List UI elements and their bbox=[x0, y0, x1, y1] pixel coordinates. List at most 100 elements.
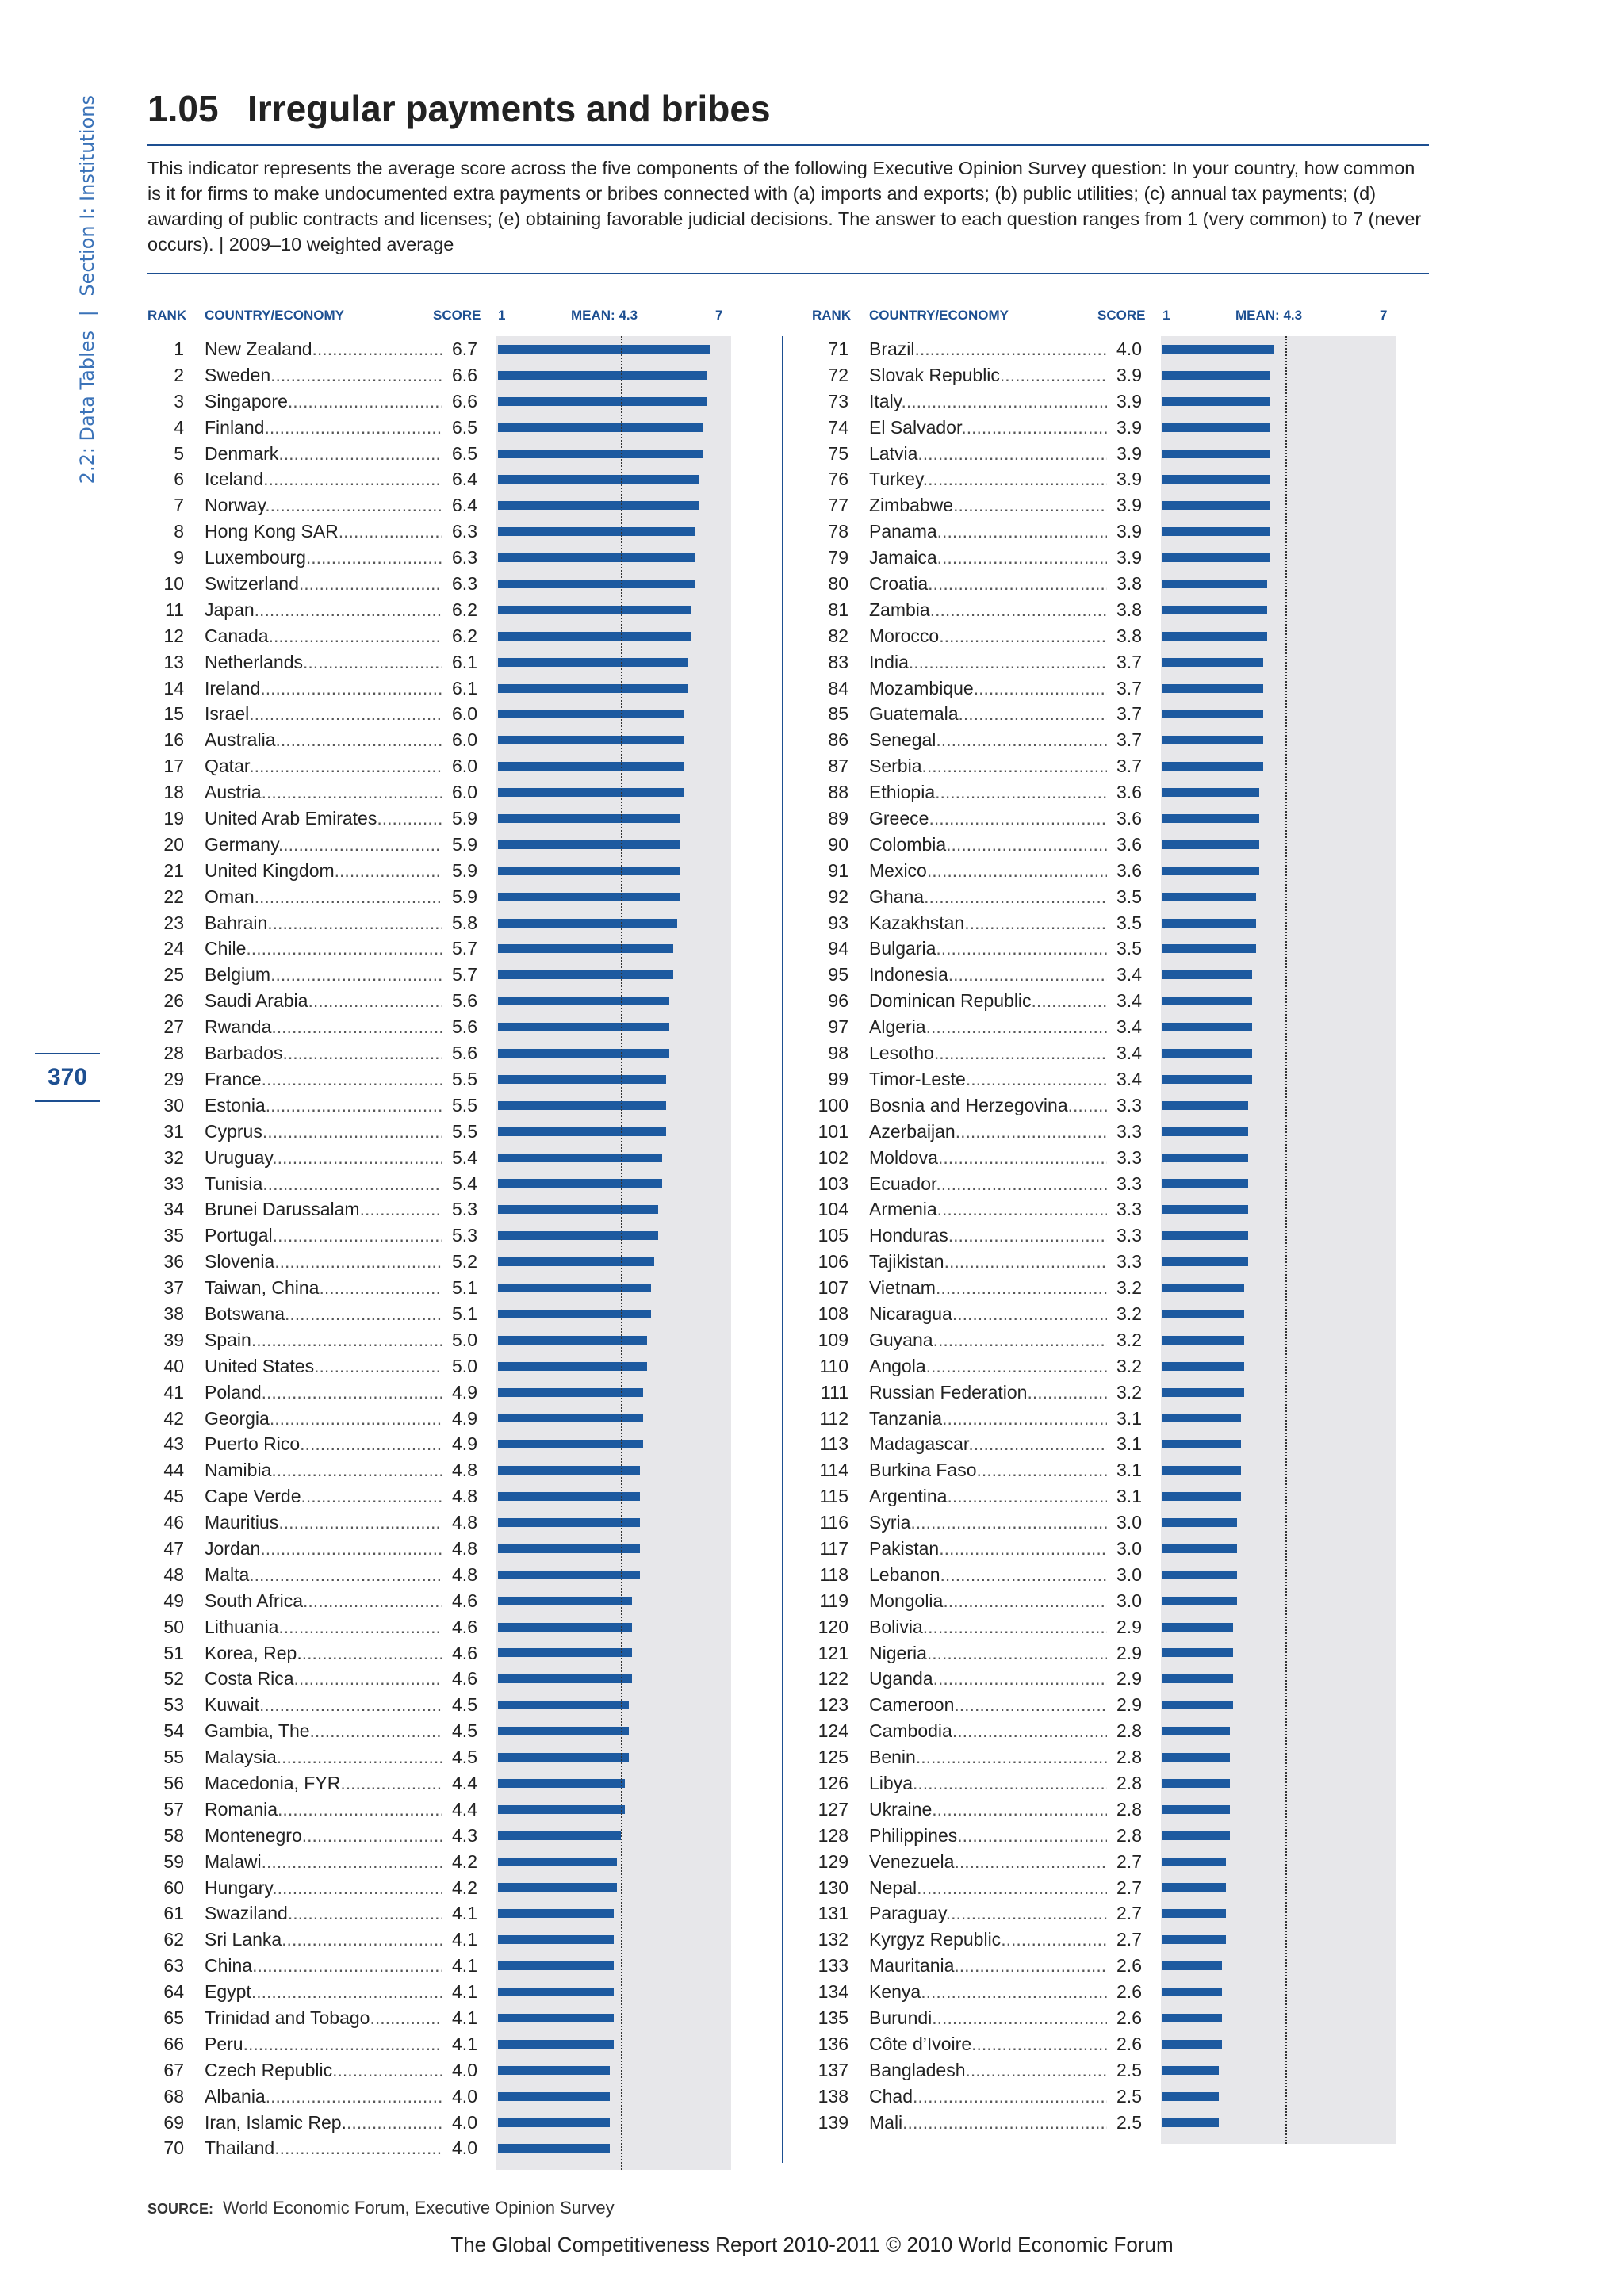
score-bar bbox=[498, 970, 673, 980]
country-label: Madagascar bbox=[869, 1433, 969, 1455]
score-bar bbox=[1162, 2013, 1223, 2022]
leader-dots: ........................................… bbox=[359, 1199, 442, 1220]
rank-header-right: RANK bbox=[812, 308, 852, 323]
score-bar bbox=[1162, 449, 1271, 458]
side-nav-data-tables[interactable]: 2.2: Data Tables bbox=[76, 330, 98, 484]
country-name: Chad....................................… bbox=[869, 2084, 1107, 2110]
score-bar bbox=[498, 1127, 666, 1136]
country-name: Egypt...................................… bbox=[205, 1979, 442, 2005]
score-value: 3.1 bbox=[1116, 1486, 1142, 1507]
score-value: 4.0 bbox=[452, 2111, 477, 2133]
score-bar bbox=[1162, 866, 1260, 875]
score-value: 5.3 bbox=[452, 1225, 477, 1246]
mean-label-right: MEAN: 4.3 bbox=[1235, 308, 1303, 323]
leader-dots: ........................................… bbox=[999, 364, 1107, 385]
country-name: Ecuador.................................… bbox=[869, 1171, 1107, 1197]
table-row: 54 Gambia, The...........................… bbox=[147, 1718, 782, 1744]
score-bar bbox=[1162, 1961, 1223, 1971]
leader-dots: ........................................… bbox=[259, 1694, 442, 1716]
score-value: 3.5 bbox=[1116, 886, 1142, 907]
score-value: 6.3 bbox=[452, 521, 477, 542]
table-row: 39 Spain.................................… bbox=[147, 1327, 782, 1353]
rank-value: 17 bbox=[163, 756, 184, 777]
country-label: Puerto Rico bbox=[205, 1433, 301, 1455]
country-label: Kenya bbox=[869, 1981, 921, 2003]
side-nav-section[interactable]: Section I: Institutions bbox=[76, 95, 98, 297]
leader-dots: ........................................… bbox=[264, 416, 442, 438]
country-name: Colombia................................… bbox=[869, 832, 1107, 858]
country-label: Malta bbox=[205, 1563, 250, 1585]
country-label: Mongolia bbox=[869, 1590, 944, 1611]
leader-dots: ........................................… bbox=[926, 859, 1107, 881]
country-name: Mali....................................… bbox=[869, 2110, 1107, 2136]
rank-value: 4 bbox=[174, 416, 184, 438]
score-value: 5.3 bbox=[452, 1199, 477, 1220]
leader-dots: ........................................… bbox=[271, 1460, 442, 1481]
leader-dots: ........................................… bbox=[957, 1824, 1107, 1846]
country-name: Mauritius...............................… bbox=[205, 1510, 442, 1536]
country-label: Peru bbox=[205, 2033, 243, 2054]
leader-dots: ........................................… bbox=[262, 1173, 442, 1194]
country-label: Egypt bbox=[205, 1981, 251, 2003]
leader-dots: ........................................… bbox=[332, 2059, 442, 2080]
leader-dots: ........................................… bbox=[921, 756, 1107, 777]
country-label: Taiwan, China bbox=[205, 1277, 320, 1299]
score-value: 3.0 bbox=[1116, 1563, 1142, 1585]
page-footer: The Global Competitiveness Report 2010-2… bbox=[450, 2233, 1174, 2256]
country-label: Greece bbox=[869, 808, 929, 829]
leader-dots: ........................................… bbox=[303, 1590, 442, 1611]
table-row: 30 Estonia...............................… bbox=[147, 1093, 782, 1119]
country-name: Bosnia and Herzegovina..................… bbox=[869, 1093, 1107, 1119]
score-value: 3.7 bbox=[1116, 677, 1142, 698]
score-value: 5.9 bbox=[452, 886, 477, 907]
country-label: Italy bbox=[869, 390, 902, 411]
rank-value: 135 bbox=[818, 2007, 848, 2028]
rank-value: 110 bbox=[819, 1355, 848, 1376]
rank-value: 35 bbox=[163, 1225, 184, 1246]
rank-value: 108 bbox=[818, 1303, 848, 1324]
score-value: 2.6 bbox=[1116, 2033, 1142, 2054]
score-bar bbox=[498, 1570, 640, 1579]
country-label: Portugal bbox=[205, 1225, 273, 1246]
country-label: Burkina Faso bbox=[869, 1460, 977, 1481]
country-name: Malta...................................… bbox=[205, 1562, 442, 1588]
table-row: 119 Mongolia.............................… bbox=[812, 1588, 1446, 1614]
table-row: 2 Sweden.................................… bbox=[147, 362, 782, 388]
rank-value: 45 bbox=[163, 1486, 184, 1507]
country-label: Rwanda bbox=[205, 1016, 272, 1038]
country-label: Canada bbox=[205, 625, 269, 646]
country-label: Mexico bbox=[869, 859, 927, 881]
score-value: 4.2 bbox=[452, 1850, 477, 1872]
score-bar bbox=[1162, 1727, 1230, 1736]
leader-dots: ........................................… bbox=[265, 495, 442, 516]
leader-dots: ........................................… bbox=[272, 1877, 442, 1898]
country-name: Jordan..................................… bbox=[205, 1536, 442, 1562]
table-row: 128 Philippines..........................… bbox=[812, 1823, 1446, 1849]
country-name: Pakistan................................… bbox=[869, 1536, 1107, 1562]
country-name: Serbia..................................… bbox=[869, 753, 1107, 779]
country-name: Lebanon.................................… bbox=[869, 1562, 1107, 1588]
score-value: 3.4 bbox=[1116, 990, 1142, 1012]
country-name: Nigeria.................................… bbox=[869, 1640, 1107, 1667]
table-row: 90 Colombia..............................… bbox=[812, 832, 1446, 858]
score-value: 2.5 bbox=[1116, 2059, 1142, 2080]
table-row: 8 Hong Kong SAR..........................… bbox=[147, 519, 782, 545]
score-bar bbox=[498, 449, 703, 458]
leader-dots: ........................................… bbox=[275, 729, 442, 751]
table-row: 53 Kuwait................................… bbox=[147, 1692, 782, 1718]
leader-dots: ........................................… bbox=[929, 599, 1107, 620]
country-name: Czech Republic..........................… bbox=[205, 2057, 442, 2084]
leader-dots: ........................................… bbox=[261, 1850, 442, 1872]
country-name: Argentina...............................… bbox=[869, 1483, 1107, 1510]
score-bar bbox=[1162, 1335, 1245, 1345]
rank-value: 79 bbox=[828, 547, 848, 568]
table-row: 64 Egypt.................................… bbox=[147, 1979, 782, 2005]
score-bar bbox=[498, 1023, 670, 1032]
country-name: Botswana................................… bbox=[205, 1301, 442, 1327]
country-name: Burkina Faso............................… bbox=[869, 1457, 1107, 1483]
leader-dots: ........................................… bbox=[269, 1407, 442, 1429]
rank-value: 87 bbox=[828, 756, 848, 777]
score-value: 4.6 bbox=[452, 1616, 477, 1637]
table-row: 117 Pakistan.............................… bbox=[812, 1536, 1446, 1562]
rank-value: 75 bbox=[828, 442, 848, 464]
